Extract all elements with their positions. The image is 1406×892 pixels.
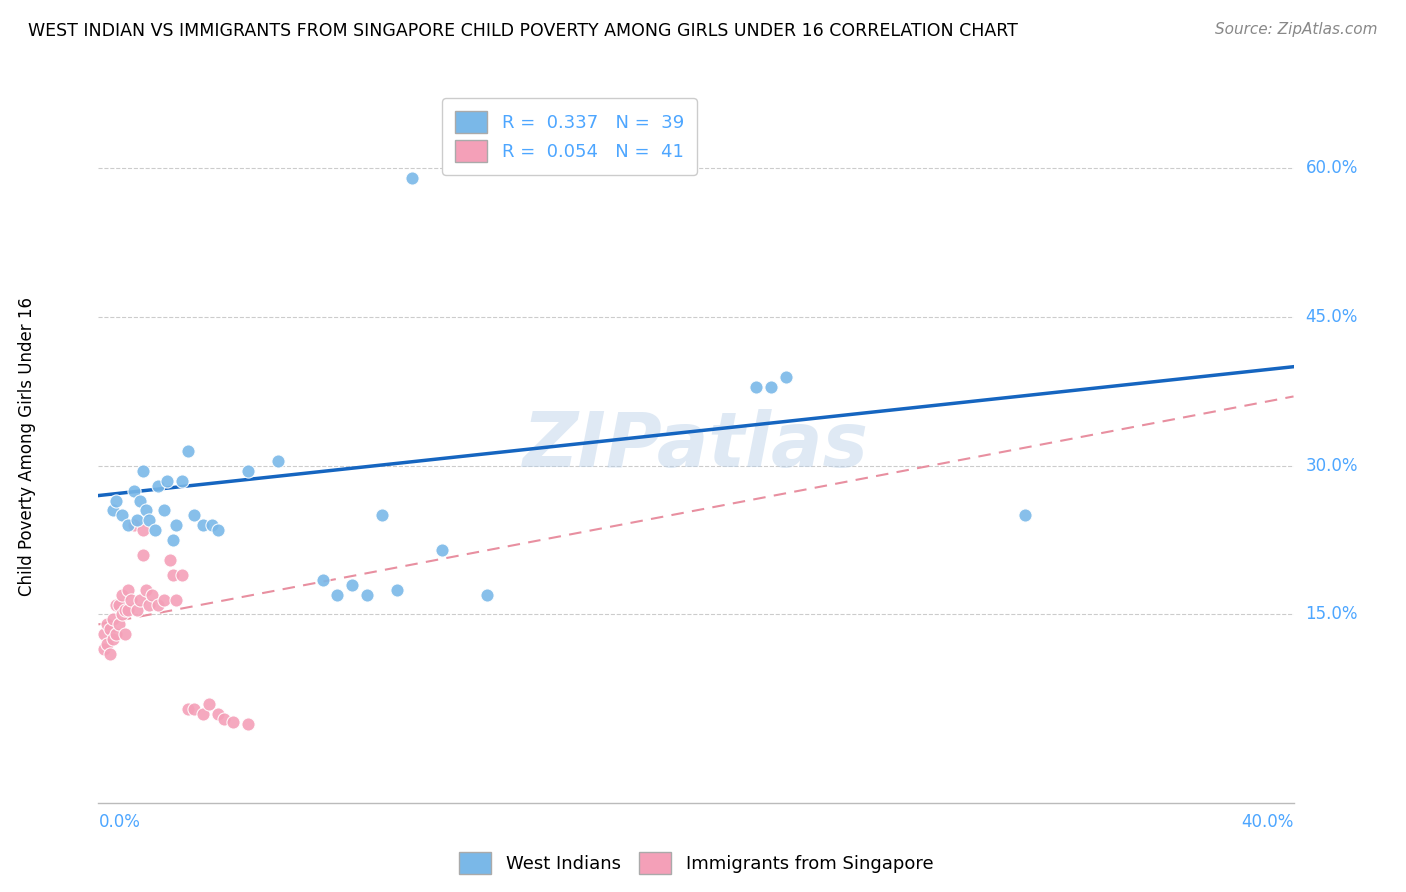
Point <box>236 464 259 478</box>
Point <box>775 369 797 384</box>
Point <box>201 518 224 533</box>
Point <box>103 503 125 517</box>
Point <box>207 706 229 721</box>
Point <box>96 617 118 632</box>
Point <box>114 627 136 641</box>
Text: 30.0%: 30.0% <box>1306 457 1358 475</box>
Point <box>430 543 453 558</box>
Point <box>129 493 152 508</box>
Point <box>183 701 205 715</box>
Point <box>105 598 128 612</box>
Legend: West Indians, Immigrants from Singapore: West Indians, Immigrants from Singapore <box>446 839 946 887</box>
Text: 60.0%: 60.0% <box>1306 160 1358 178</box>
Point <box>93 642 115 657</box>
Point <box>401 171 423 186</box>
Point <box>475 588 498 602</box>
Point <box>385 582 409 597</box>
Text: Child Poverty Among Girls Under 16: Child Poverty Among Girls Under 16 <box>18 296 35 596</box>
Point <box>222 714 245 729</box>
Point <box>103 612 125 626</box>
Text: ZIPatlas: ZIPatlas <box>523 409 869 483</box>
Text: 40.0%: 40.0% <box>1241 813 1294 830</box>
Point <box>138 513 160 527</box>
Point <box>153 592 176 607</box>
Point <box>135 582 157 597</box>
Point <box>135 503 157 517</box>
Point <box>124 483 146 498</box>
Point <box>117 518 139 533</box>
Point <box>191 706 214 721</box>
Point <box>177 701 200 715</box>
Point <box>98 623 122 637</box>
Point <box>183 508 205 523</box>
Point <box>120 592 142 607</box>
Point <box>143 523 166 537</box>
Point <box>117 602 139 616</box>
Point <box>111 607 134 622</box>
Point <box>191 518 214 533</box>
Point <box>93 627 115 641</box>
Point <box>356 588 378 602</box>
Point <box>124 518 146 533</box>
Point <box>172 474 194 488</box>
Point <box>103 632 125 647</box>
Point <box>311 573 333 587</box>
Point <box>105 627 128 641</box>
Point <box>165 518 187 533</box>
Point <box>153 503 176 517</box>
Point <box>148 598 170 612</box>
Point <box>165 592 187 607</box>
Point <box>236 716 259 731</box>
Point <box>98 647 122 661</box>
Text: Source: ZipAtlas.com: Source: ZipAtlas.com <box>1215 22 1378 37</box>
Text: 45.0%: 45.0% <box>1306 308 1358 326</box>
Point <box>127 513 149 527</box>
Point <box>96 637 118 651</box>
Point <box>132 523 155 537</box>
Point <box>159 553 181 567</box>
Point <box>162 533 184 548</box>
Point <box>105 493 128 508</box>
Point <box>759 379 782 393</box>
Point <box>156 474 179 488</box>
Point <box>111 508 134 523</box>
Point <box>141 588 163 602</box>
Text: 15.0%: 15.0% <box>1306 606 1358 624</box>
Point <box>371 508 394 523</box>
Point <box>267 454 290 468</box>
Point <box>132 548 155 562</box>
Point <box>111 588 134 602</box>
Point <box>326 588 349 602</box>
Point <box>177 444 200 458</box>
Point <box>1014 508 1036 523</box>
Point <box>127 602 149 616</box>
Point <box>148 478 170 492</box>
Point <box>108 598 131 612</box>
Point <box>138 598 160 612</box>
Point <box>207 523 229 537</box>
Text: WEST INDIAN VS IMMIGRANTS FROM SINGAPORE CHILD POVERTY AMONG GIRLS UNDER 16 CORR: WEST INDIAN VS IMMIGRANTS FROM SINGAPORE… <box>28 22 1018 40</box>
Point <box>172 567 194 582</box>
Point <box>117 582 139 597</box>
Point <box>342 578 364 592</box>
Point <box>132 464 155 478</box>
Point <box>129 592 152 607</box>
Point <box>745 379 768 393</box>
Point <box>114 602 136 616</box>
Point <box>108 617 131 632</box>
Text: 0.0%: 0.0% <box>98 813 141 830</box>
Point <box>212 712 235 726</box>
Point <box>162 567 184 582</box>
Point <box>198 697 221 711</box>
